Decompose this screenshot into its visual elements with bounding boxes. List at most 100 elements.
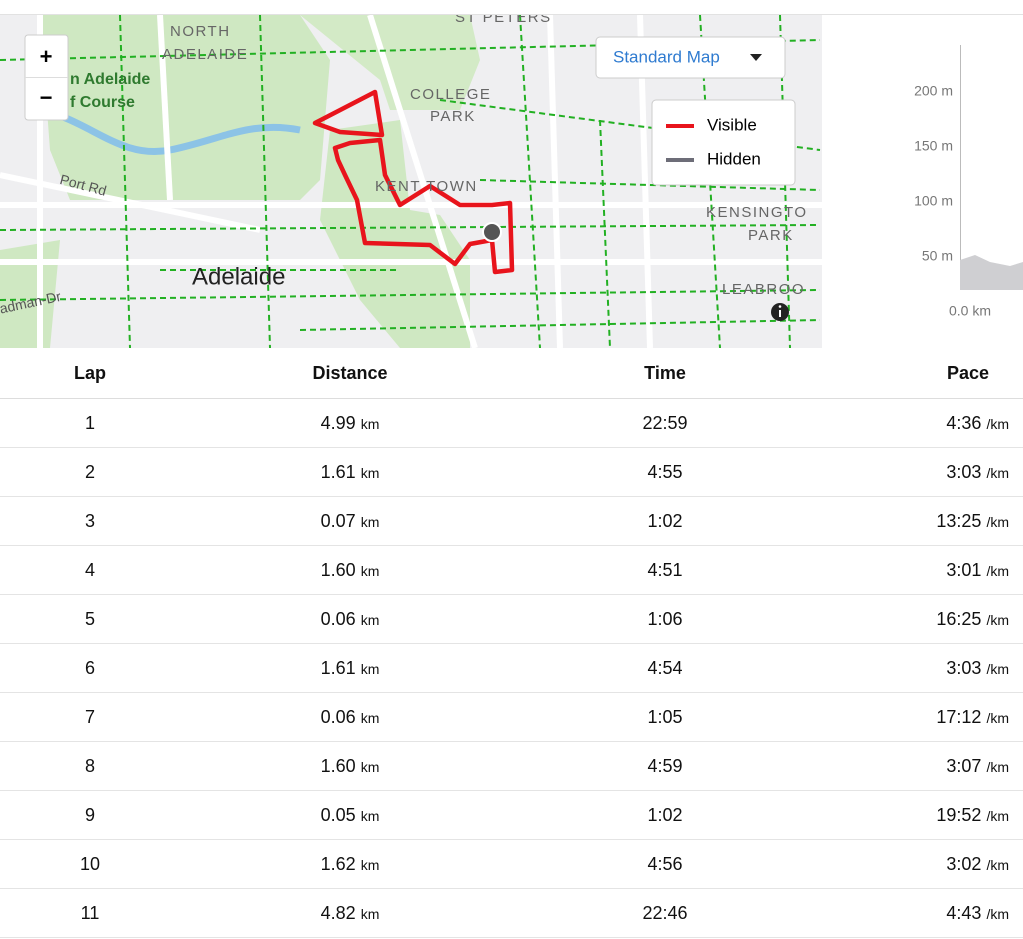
map-style-label[interactable]: Standard Map — [613, 47, 720, 66]
lap-row: 1 4.99 km 22:59 4:36 /km — [0, 398, 1023, 448]
cell-value: 11 — [80, 902, 100, 923]
cell: 1:02 — [520, 790, 810, 840]
cell-value: 4.82 — [320, 902, 356, 923]
cell-value: 1:06 — [647, 608, 683, 629]
elevation-x-label: 0.0 km — [949, 303, 991, 319]
cell-value: 1.61 — [320, 657, 356, 678]
cell-value: 8 — [84, 755, 95, 776]
cell: 3:01 /km — [810, 545, 1023, 595]
lap-row: 4 1.60 km 4:51 3:01 /km — [0, 545, 1023, 595]
cell-value: 3:01 — [946, 559, 982, 580]
cell-value: 22:46 — [642, 902, 688, 923]
cell-value: 1:05 — [647, 706, 683, 727]
cell: 22:59 — [520, 398, 810, 448]
legend-label: Visible — [707, 115, 757, 134]
cell: 1 — [0, 398, 180, 448]
dropdown-caret — [750, 54, 762, 61]
cell-value: 1 — [84, 412, 95, 433]
lap-row: 5 0.06 km 1:06 16:25 /km — [0, 594, 1023, 644]
cell: 1.61 km — [180, 643, 520, 693]
cell-value: 6 — [84, 657, 95, 678]
cell: 0.05 km — [180, 790, 520, 840]
lap-row: 10 1.62 km 4:56 3:02 /km — [0, 839, 1023, 889]
cell: 13:25 /km — [810, 496, 1023, 546]
cell-unit: km — [360, 758, 380, 775]
cell: 4:56 — [520, 839, 810, 889]
cell: 8 — [0, 741, 180, 791]
zoom-in[interactable]: + — [40, 44, 53, 69]
cell: 6 — [0, 643, 180, 693]
cell-value: 19:52 — [936, 804, 982, 825]
cell-unit: km — [360, 905, 380, 922]
cell: 0.06 km — [180, 594, 520, 644]
cell: 1:02 — [520, 496, 810, 546]
cell-unit: km — [360, 415, 380, 432]
cell-value: 4.99 — [320, 412, 356, 433]
cell: 4:43 /km — [810, 888, 1023, 938]
legend-label: Hidden — [707, 149, 761, 168]
cell: 3:07 /km — [810, 741, 1023, 791]
cell-unit: /km — [986, 513, 1009, 530]
cell-value: 0.06 — [320, 706, 356, 727]
map-label: n Adelaide — [70, 71, 150, 88]
cell: 5 — [0, 594, 180, 644]
cell: 3:03 /km — [810, 447, 1023, 497]
cell-value: 3:02 — [946, 853, 982, 874]
cell-value: 0.07 — [320, 510, 356, 531]
cell-value: 3:03 — [946, 657, 982, 678]
lap-row: 3 0.07 km 1:02 13:25 /km — [0, 496, 1023, 546]
elevation-area — [960, 255, 1023, 290]
map-label: KENSINGTO — [706, 204, 808, 221]
map-style-button[interactable] — [595, 36, 786, 79]
cell-unit: km — [360, 562, 380, 579]
cell-value: 1:02 — [647, 804, 683, 825]
cell: 4:59 — [520, 741, 810, 791]
cell-value: 4:56 — [647, 853, 683, 874]
cell: 4.82 km — [180, 888, 520, 938]
cell: 11 — [0, 888, 180, 938]
info-glyph — [778, 305, 782, 308]
cell-unit: km — [360, 807, 380, 824]
header-row: Lap Distance Time Pace — [0, 348, 1023, 399]
cell-value: 1.60 — [320, 559, 356, 580]
cell: 10 — [0, 839, 180, 889]
cell-unit: /km — [986, 856, 1009, 873]
cell-value: 3:03 — [946, 461, 982, 482]
park — [0, 240, 60, 348]
cell: 16:25 /km — [810, 594, 1023, 644]
cell-value: 4:55 — [647, 461, 683, 482]
cell: 22:46 — [520, 888, 810, 938]
cell-unit: km — [360, 513, 380, 530]
map-label: KENT TOWN — [375, 178, 478, 195]
elevation-chart: 200 m 150 m 100 m 50 m 0.0 km — [914, 45, 1023, 319]
map-label: Adelaide — [192, 263, 285, 290]
cell-value: 9 — [84, 804, 95, 825]
cell-unit: /km — [986, 709, 1009, 726]
cell: 9 — [0, 790, 180, 840]
elevation-y-label: 100 m — [914, 193, 953, 209]
cell: 1:05 — [520, 692, 810, 742]
map-label: f Course — [70, 94, 135, 111]
cell-value: 2 — [84, 461, 95, 482]
cell: 1.62 km — [180, 839, 520, 889]
cell-unit: km — [360, 856, 380, 873]
cell-value: 10 — [79, 853, 101, 874]
cell: 3:03 /km — [810, 643, 1023, 693]
map-label: NORTH — [170, 23, 231, 40]
cell-value: 0.05 — [320, 804, 356, 825]
lap-row: 7 0.06 km 1:05 17:12 /km — [0, 692, 1023, 742]
cell-value: 22:59 — [642, 412, 688, 433]
lap-row: 6 1.61 km 4:54 3:03 /km — [0, 643, 1023, 693]
cell-unit: /km — [986, 464, 1009, 481]
cell-value: 5 — [84, 608, 95, 629]
zoom-out[interactable]: − — [40, 85, 53, 110]
cell-value: 4:51 — [647, 559, 683, 580]
map-and-elevation: NORTH ST PETERS ADELAIDE n Adelaide f Co… — [0, 14, 1023, 348]
map-label: LEABROO — [722, 281, 805, 298]
map-label: PARK — [430, 108, 476, 125]
cell-value: 1.60 — [320, 755, 356, 776]
cell: 4 — [0, 545, 180, 595]
cell-unit: /km — [986, 562, 1009, 579]
cell-value: 13:25 — [936, 510, 982, 531]
